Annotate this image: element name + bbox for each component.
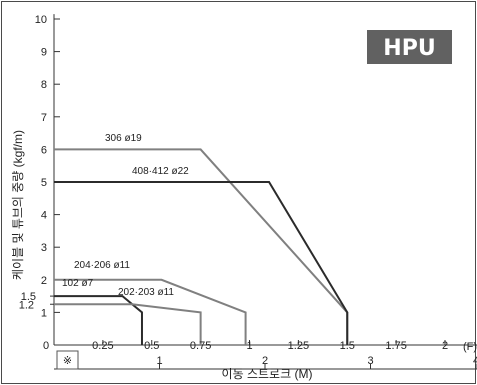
series-label: 306 ø19 [105, 133, 142, 144]
series-label: 102 ø7 [62, 278, 94, 289]
x-tick-label-top: 1.75 [385, 340, 406, 352]
y-tick-label: 2 [41, 275, 47, 287]
y-tick-label: 10 [35, 14, 47, 26]
x-tick-label-top: 0.25 [92, 340, 113, 352]
x-tick-label-bottom: 4 [473, 355, 477, 367]
y-axis-title: 케이블 및 튜브의 중량 (kgf/m) [11, 130, 25, 280]
series-line [54, 303, 202, 345]
y-tick-label: 4 [41, 210, 47, 222]
note-box-frame [56, 350, 79, 370]
series-label: 408·412 ø22 [132, 166, 189, 177]
series-layer [54, 148, 349, 345]
y-side-tick-label: 1.2 [19, 299, 34, 311]
x-unit-top-label: (F) [463, 341, 477, 353]
series-line [54, 181, 349, 345]
hpu-badge-text: HPU [383, 36, 435, 61]
x-tick-label-top: 1.5 [340, 340, 355, 352]
hpu-badge-background [367, 30, 452, 64]
note-symbol: ※ [63, 355, 72, 367]
y-tick-label: 6 [41, 144, 47, 156]
series-label: 204·206 ø11 [74, 260, 130, 271]
x-tick-label-bottom: 1 [156, 355, 162, 367]
y-tick-label: 9 [41, 47, 47, 59]
y-axis-title-text: 케이블 및 튜브의 중량 (kgf/m) [11, 130, 25, 280]
x-tick-label-top: 0.75 [190, 340, 211, 352]
y-tick-label: 8 [41, 79, 47, 91]
y-side-tick-label: 1.5 [21, 291, 36, 303]
x-tick-label-top: 1 [246, 340, 252, 352]
y-tick-label: 3 [41, 242, 47, 254]
y-tick-label: 1 [41, 307, 47, 319]
series-label: 202·203 ø11 [118, 287, 174, 298]
note-box: ※ [56, 350, 79, 370]
y-tick-label: 7 [41, 112, 47, 124]
y-tick-label: 5 [41, 177, 47, 189]
x-tick-label-top: 0 [43, 340, 49, 352]
hpu-badge: HPU [367, 30, 452, 64]
plot-area [50, 14, 477, 370]
x-axis-title: 이동 스트로크 (M) [222, 367, 313, 381]
x-tick-label-bottom: 3 [367, 355, 373, 367]
x-tick-label-top: 0.5 [144, 340, 159, 352]
series-line [54, 278, 247, 345]
x-tick-label-bottom: 2 [262, 355, 268, 367]
x-tick-label-top: 1.25 [288, 340, 309, 352]
x-tick-label-top: 2 [442, 340, 448, 352]
